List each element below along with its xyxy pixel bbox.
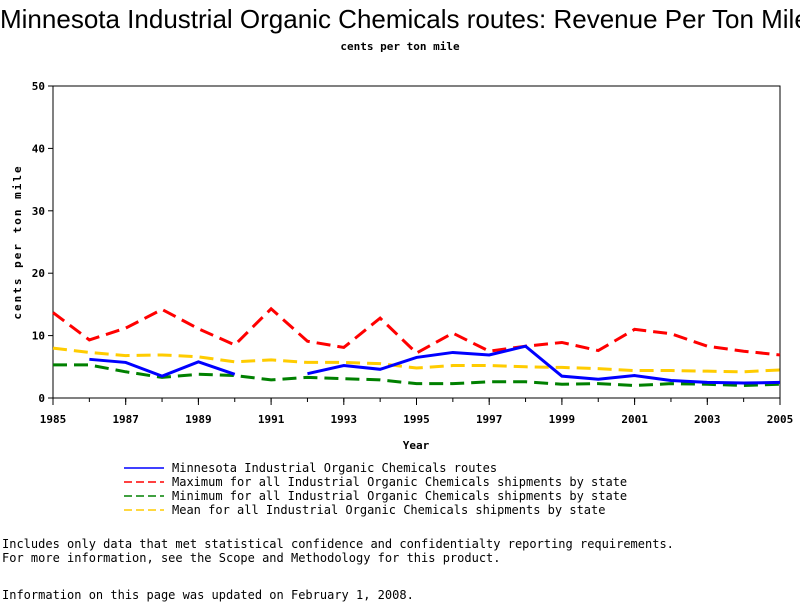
x-tick-label: 1995 <box>403 413 430 426</box>
footnote-line-1: Includes only data that met statistical … <box>2 537 674 551</box>
series-line-minimum <box>53 363 781 388</box>
footnote: Includes only data that met statistical … <box>2 537 674 565</box>
x-tick-label: 2001 <box>621 413 648 426</box>
x-tick-label: 1985 <box>40 413 67 426</box>
series-line-minnesota <box>307 344 781 385</box>
legend-label: Maximum for all Industrial Organic Chemi… <box>172 475 627 489</box>
y-axis-label: cents per ton mile <box>11 164 24 319</box>
updated-note: Information on this page was updated on … <box>2 588 414 602</box>
y-tick-label: 10 <box>32 330 45 343</box>
x-tick-label: 1991 <box>258 413 285 426</box>
series-line-mean <box>52 346 781 374</box>
plot-frame <box>52 85 781 399</box>
chart-title: Minnesota Industrial Organic Chemicals r… <box>0 4 800 34</box>
x-tick-label: 1987 <box>112 413 139 426</box>
x-tick-label: 1999 <box>549 413 576 426</box>
y-tick-label: 30 <box>32 205 45 218</box>
footnote-line-2: For more information, see the Scope and … <box>2 551 501 565</box>
y-tick-label: 20 <box>32 267 45 280</box>
y-tick-label: 50 <box>32 80 45 93</box>
legend-label: Minimum for all Industrial Organic Chemi… <box>172 489 627 503</box>
x-tick-label: 1993 <box>331 413 358 426</box>
legend-label: Mean for all Industrial Organic Chemical… <box>172 503 605 517</box>
y-tick-label: 40 <box>32 142 45 155</box>
x-axis-label: Year <box>403 439 430 452</box>
x-tick-label: 1997 <box>476 413 503 426</box>
series-line-minnesota <box>89 357 236 378</box>
x-tick-label: 1989 <box>185 413 212 426</box>
line-chart: 0 10 20 30 40 50 1985 1987 1989 1991 1993 1995 1997… <box>11 80 794 517</box>
chart-subtitle: cents per ton mile <box>340 40 460 53</box>
x-tick-label: 2003 <box>694 413 721 426</box>
y-tick-label: 0 <box>38 392 45 405</box>
series-line-maximum <box>52 306 781 357</box>
x-tick-label: 2005 <box>767 413 794 426</box>
legend-label: Minnesota Industrial Organic Chemicals r… <box>172 461 497 475</box>
